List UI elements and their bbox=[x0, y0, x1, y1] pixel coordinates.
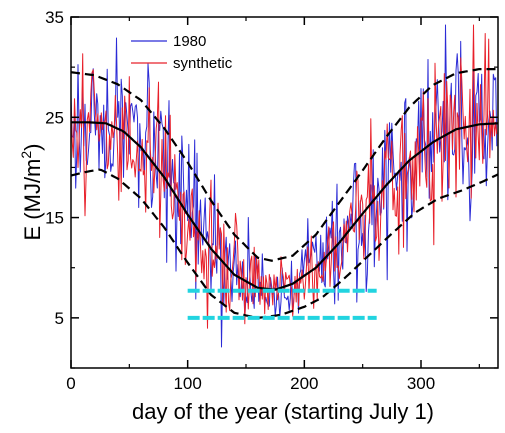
x-tick-label-200: 200 bbox=[290, 374, 318, 393]
daily-series-layer bbox=[70, 24, 498, 348]
mean-and-band-curves bbox=[70, 68, 499, 320]
x-axis-title: day of the year (starting July 1) bbox=[132, 399, 434, 424]
series-line-synthetic bbox=[70, 24, 498, 329]
x-tick-label-300: 300 bbox=[407, 374, 435, 393]
y-tick-label-5: 5 bbox=[55, 309, 64, 328]
y-axis-title-close: ) bbox=[20, 143, 45, 150]
threshold-lines bbox=[187, 288, 377, 320]
axis-ticks: 0 100 200 300 5 15 25 35 bbox=[45, 8, 498, 393]
legend: 1980 synthetic bbox=[131, 33, 233, 72]
upper-band-curve bbox=[70, 68, 498, 262]
y-tick-label-15: 15 bbox=[45, 209, 64, 228]
y-axis-title-sup: 2 bbox=[18, 151, 34, 159]
y-axis-title: E (MJ/m2) bbox=[18, 143, 45, 240]
x-tick-label-0: 0 bbox=[66, 374, 75, 393]
y-tick-label-35: 35 bbox=[45, 8, 64, 27]
y-tick-label-25: 25 bbox=[45, 108, 64, 127]
x-tick-label-100: 100 bbox=[173, 374, 201, 393]
legend-label-synthetic: synthetic bbox=[173, 55, 233, 72]
legend-label-1980: 1980 bbox=[173, 33, 206, 50]
y-axis-title-main: E (MJ/m bbox=[20, 159, 45, 241]
plot-frame bbox=[70, 16, 499, 369]
mean-curve bbox=[71, 121, 499, 291]
